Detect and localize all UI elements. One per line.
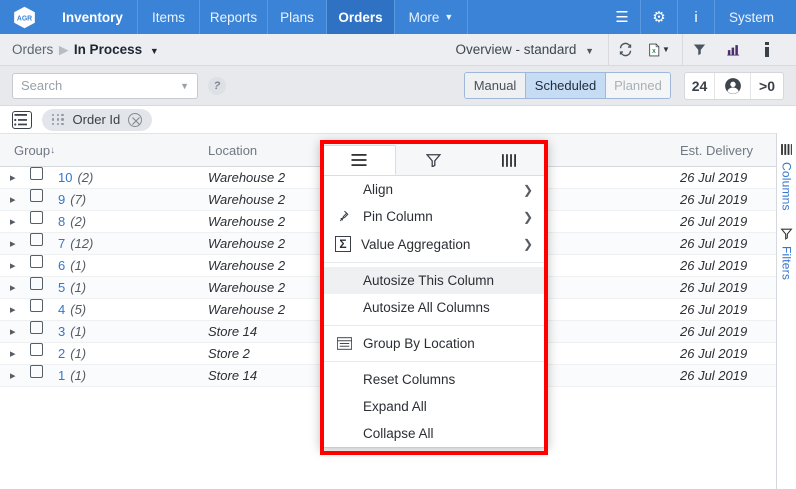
svg-text:X: X — [652, 49, 656, 55]
svg-text:AGR: AGR — [16, 15, 31, 22]
